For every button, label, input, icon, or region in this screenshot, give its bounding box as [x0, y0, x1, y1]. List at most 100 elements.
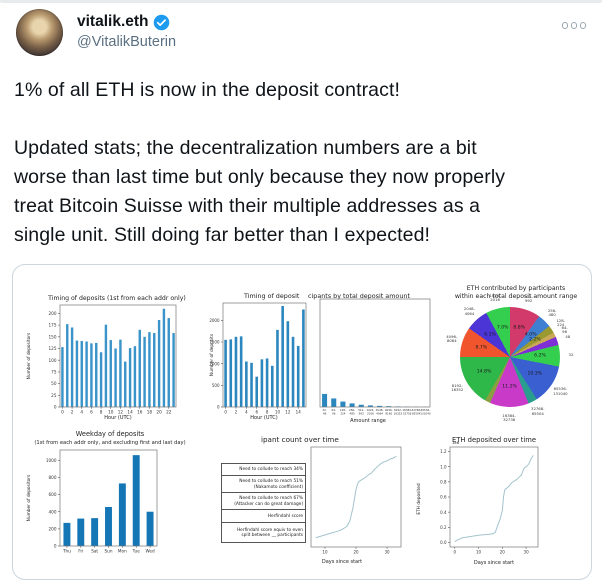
verified-badge-icon	[153, 14, 169, 30]
svg-text:Weekday of deposits: Weekday of deposits	[76, 430, 145, 438]
pie-slice-label: 128- 224	[556, 317, 566, 328]
svg-text:Sat: Sat	[91, 549, 98, 554]
svg-text:1e6: 1e6	[452, 440, 460, 445]
pie-slice-percent: 4.0%	[524, 332, 537, 338]
svg-text:32-: 32-	[322, 408, 326, 412]
svg-text:Days since start: Days since start	[322, 559, 362, 565]
svg-text:ipant count over time: ipant count over time	[261, 435, 339, 444]
svg-text:cipants by total deposit amoun: cipants by total deposit amount	[308, 292, 410, 300]
svg-text:125: 125	[49, 346, 57, 351]
svg-text:0.4: 0.4	[440, 510, 447, 515]
user-handle[interactable]: @VitalikButerin	[77, 34, 177, 50]
svg-text:1000: 1000	[209, 361, 220, 366]
svg-text:Mon: Mon	[118, 549, 127, 554]
pie-slice-label: 32	[568, 352, 574, 358]
svg-text:4064: 4064	[376, 412, 383, 416]
pie-slice-percent: 14.8%	[476, 369, 492, 375]
screenshot-top-edge	[0, 0, 602, 3]
svg-text:2: 2	[235, 410, 238, 415]
svg-text:12: 12	[285, 410, 291, 415]
svg-text:800: 800	[49, 475, 57, 480]
pie-slice-label: 16384- 32736	[502, 412, 516, 422]
svg-text:0: 0	[54, 405, 57, 410]
svg-text:30: 30	[384, 550, 390, 555]
svg-text:Sun: Sun	[105, 549, 113, 554]
svg-text:18: 18	[147, 410, 153, 415]
svg-text:10: 10	[275, 410, 281, 415]
svg-text:0.6: 0.6	[440, 495, 447, 500]
decentralization-stats-table: Need to collude to reach 34% Need to coll…	[221, 463, 306, 543]
svg-text:0.2: 0.2	[440, 525, 447, 530]
svg-text:Timing of deposit: Timing of deposit	[243, 292, 300, 300]
display-name[interactable]: vitalik.eth	[77, 13, 149, 30]
svg-text:4096-: 4096-	[385, 408, 393, 412]
tweet-text: 1% of all ETH is now in the deposit cont…	[14, 79, 506, 246]
chart-weekday-of-deposits: Weekday of deposits (1st from each addr o…	[21, 425, 211, 575]
svg-text:1024-: 1024-	[367, 408, 375, 412]
svg-text:Fri: Fri	[78, 549, 83, 554]
svg-text:64-: 64-	[332, 408, 336, 412]
chart-timing-of-deposits-all: Timing of deposit Hour (UTC) Number of dep…	[209, 289, 325, 434]
dot-icon	[561, 22, 568, 29]
svg-text:14: 14	[296, 410, 302, 415]
chart-timing-of-deposits-first: Timing of deposits (1st from each addr o…	[21, 289, 211, 427]
svg-text:200: 200	[49, 526, 57, 531]
stats-table-row: Herfindahl score equiv to even split betw…	[221, 523, 306, 543]
pie-slice-label: 65536- 131040	[553, 386, 568, 396]
svg-text:128-: 128-	[340, 408, 346, 412]
stats-table-row: Need to collude to reach 34%	[221, 463, 306, 476]
pie-title: ETH contributed by participants within ea…	[454, 285, 578, 300]
pie-slice-percent: 6.2%	[534, 353, 546, 359]
svg-text:16384-: 16384-	[402, 408, 412, 412]
pie-slice-label: 32768- 65504	[531, 406, 545, 416]
svg-text:Days since start: Days since start	[474, 560, 514, 566]
svg-text:150: 150	[49, 334, 57, 339]
chart-participant-count-over-time: ipant count over time Days since start 10 2…	[257, 433, 413, 577]
svg-text:0: 0	[217, 405, 220, 410]
pie-slice-label: 64- 96	[561, 324, 568, 334]
pie-slice-percent: 6.1%	[484, 332, 496, 338]
svg-text:1500: 1500	[209, 340, 220, 345]
pie-slice-percent: 8.8%	[513, 325, 525, 331]
svg-text:2016: 2016	[367, 412, 374, 416]
svg-text:0: 0	[54, 544, 57, 549]
chart-participants-by-amount: cipants by total deposit amount Amount ra…	[306, 289, 438, 439]
svg-text:6: 6	[255, 410, 258, 415]
pie-slice-label: 1024- 2016	[489, 292, 501, 302]
pie-chart	[460, 307, 560, 407]
svg-text:32736: 32736	[403, 412, 412, 416]
svg-text:4: 4	[245, 410, 248, 415]
svg-text:131040: 131040	[420, 412, 431, 416]
chart-eth-contributed-pie: ETH contributed by participants within ea…	[441, 281, 591, 431]
svg-text:65536-: 65536-	[421, 408, 431, 412]
pie-slice-label: 256- 480	[547, 307, 557, 317]
pie-slice-percent: 10.3%	[527, 371, 543, 377]
svg-text:480: 480	[350, 412, 355, 416]
svg-text:Timing of deposits (1st from e: Timing of deposits (1st from each addr o…	[47, 295, 186, 302]
svg-text:0: 0	[61, 410, 64, 415]
avatar[interactable]	[16, 9, 63, 56]
svg-text:50: 50	[51, 381, 57, 386]
svg-text:Number of depositors: Number of depositors	[26, 332, 32, 379]
svg-text:ETH deposited: ETH deposited	[416, 483, 422, 514]
svg-text:0.8: 0.8	[440, 479, 447, 484]
stats-table-row: Need to collude to reach 51% (Nakamoto co…	[221, 476, 306, 493]
svg-text:8: 8	[100, 410, 103, 415]
svg-text:14: 14	[127, 410, 133, 415]
svg-text:Amount range: Amount range	[350, 418, 386, 424]
tweet-image[interactable]: Timing of deposits (1st from each addr o…	[12, 264, 592, 580]
svg-text:20: 20	[353, 550, 359, 555]
svg-text:ETH deposited over time: ETH deposited over time	[452, 436, 536, 444]
svg-text:4: 4	[80, 410, 83, 415]
svg-text:96: 96	[332, 412, 336, 416]
svg-text:2000: 2000	[209, 318, 220, 323]
more-options-button[interactable]	[561, 22, 586, 29]
svg-text:Number of depositors: Number of depositors	[26, 474, 32, 521]
svg-text:400: 400	[49, 509, 57, 514]
svg-text:224: 224	[340, 412, 345, 416]
dot-icon	[579, 22, 586, 29]
svg-text:Wed: Wed	[146, 549, 155, 554]
svg-text:10: 10	[108, 410, 114, 415]
svg-text:512-: 512-	[358, 408, 364, 412]
pie-slice-percent: 7.0%	[496, 325, 509, 331]
